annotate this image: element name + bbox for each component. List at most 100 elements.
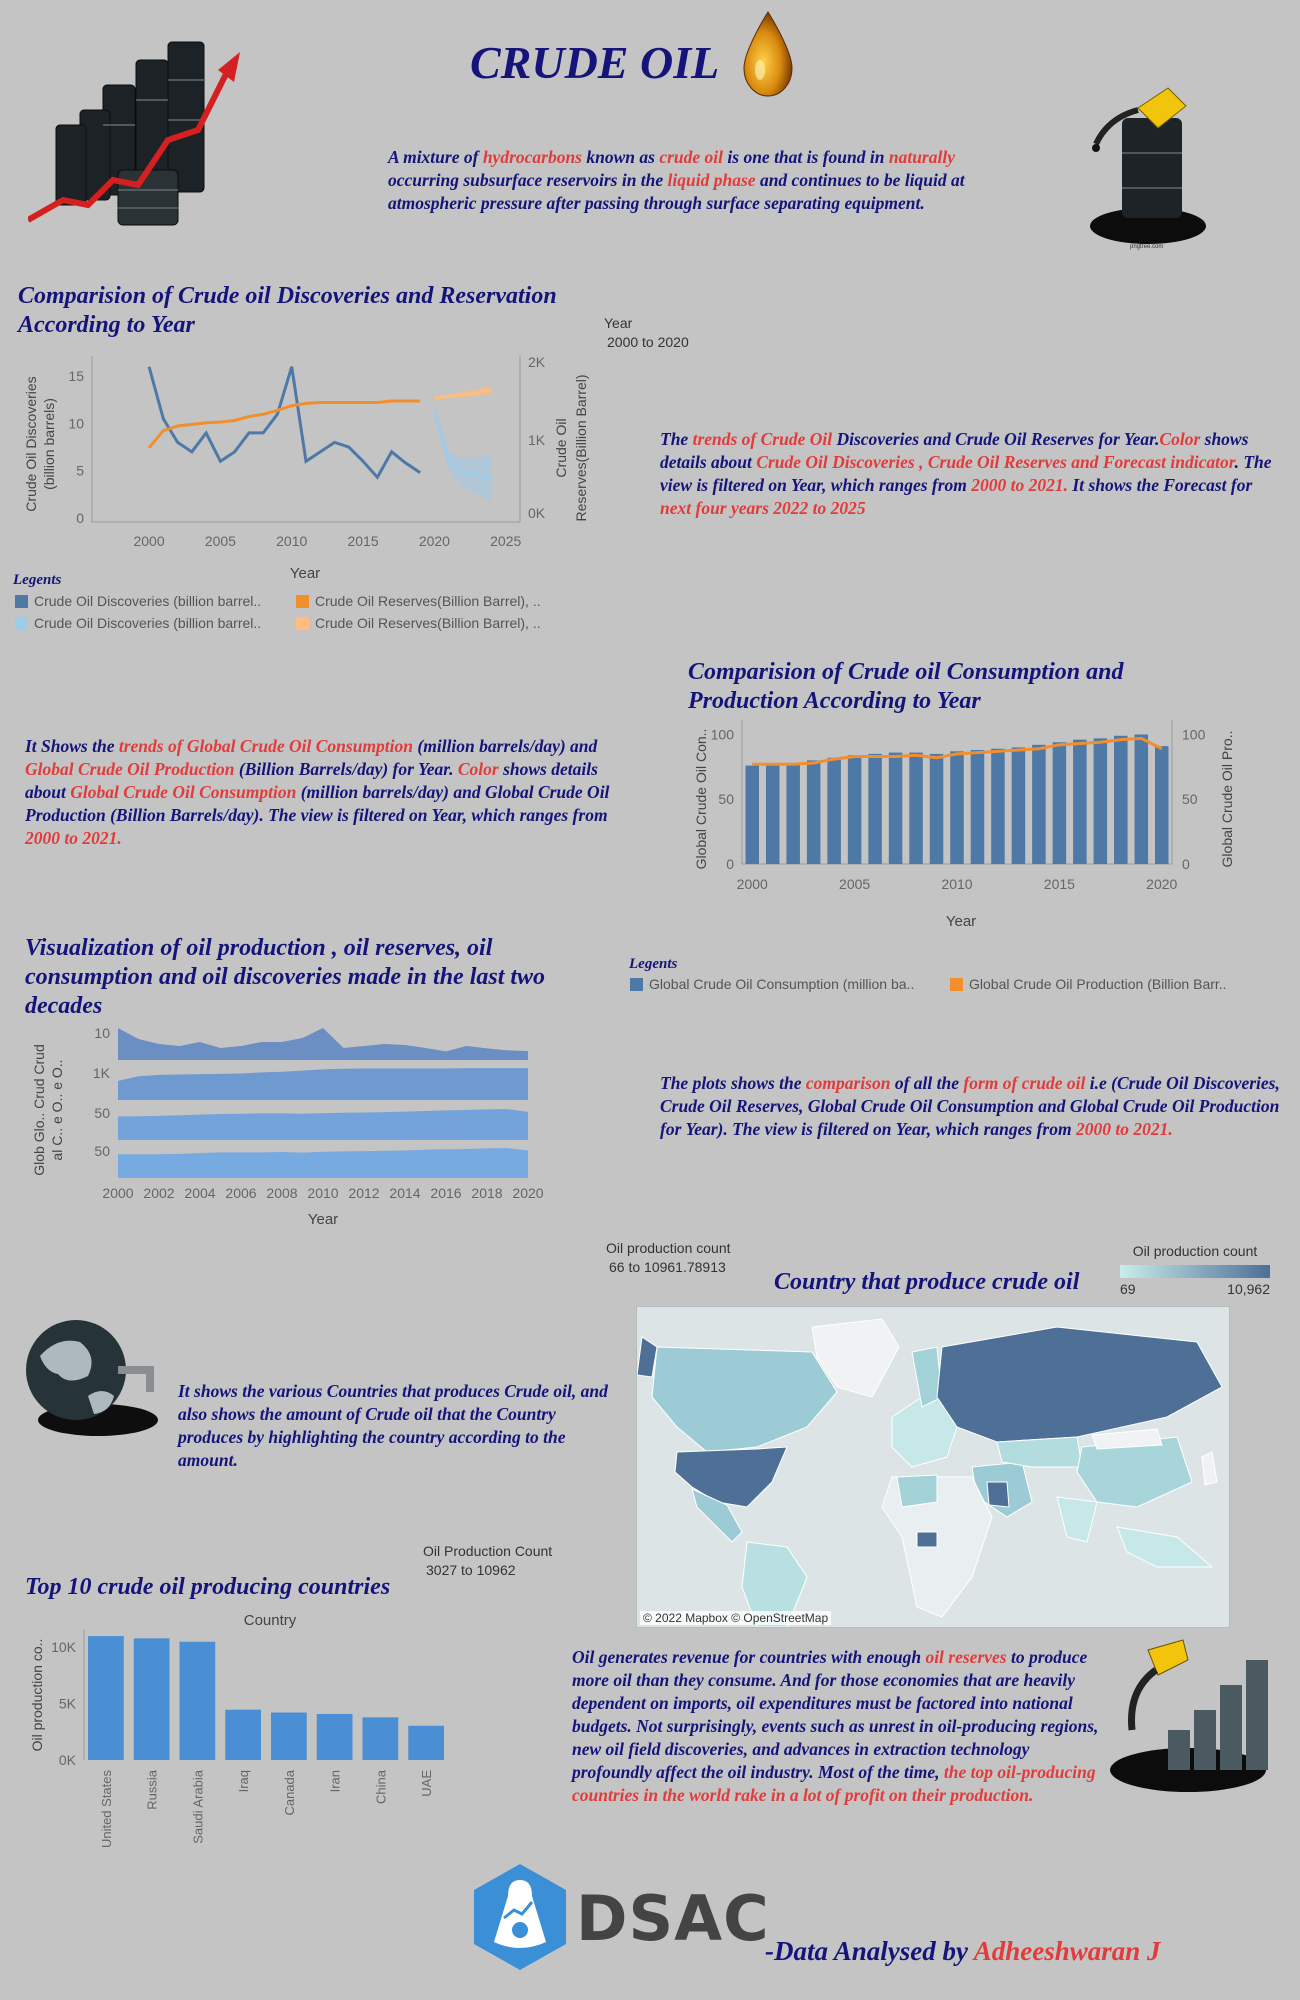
consumption-bar xyxy=(1155,746,1169,864)
consumption-production-chart: 0 0 50 50 100 100 2000 2005 2010 2015 2020 Year Glob… xyxy=(680,714,1240,939)
y-axis-title: Global Crude Oil Con.. xyxy=(693,729,709,870)
consumption-bar xyxy=(970,750,985,864)
oil-count-filter[interactable]: Oil production count 66 to 10961.78913 xyxy=(606,1239,731,1277)
consumption-bar xyxy=(1093,738,1108,864)
discoveries-description: The trends of Crude Oil Discoveries and … xyxy=(660,428,1285,520)
y-tick-label: 10K xyxy=(51,1639,77,1655)
discoveries-legend-item[interactable]: Crude Oil Reserves(Billion Barrel), .. xyxy=(296,593,541,609)
area-panel-1 xyxy=(118,1028,528,1060)
x-tick-label: 2014 xyxy=(389,1185,420,1201)
area-panel-4 xyxy=(118,1148,528,1178)
y-tick-label: 10 xyxy=(68,415,84,431)
y-axis-title: Oil production co.. xyxy=(29,1639,45,1752)
four-panel-description-segment: form of crude oil xyxy=(963,1073,1086,1093)
year-filter[interactable]: Year 2000 to 2020 xyxy=(604,314,689,352)
y2-axis-title: Crude Oil xyxy=(553,418,569,477)
consumption-bar xyxy=(1011,747,1026,864)
y2-tick-label: 0 xyxy=(1182,856,1190,872)
y2-tick-label: 50 xyxy=(1182,791,1198,807)
consumption-bar xyxy=(1032,744,1046,864)
discoveries-legend-title: Legents xyxy=(13,572,62,588)
consumption-description-segment: 2000 to 2021. xyxy=(25,828,122,848)
x-tick-label: 2018 xyxy=(471,1185,502,1201)
map-title: Country that produce crude oil xyxy=(774,1269,1080,1295)
consumption-description-segment: Global Crude Oil Production xyxy=(25,759,235,779)
country-bar xyxy=(362,1717,399,1760)
x-tick-label: 2015 xyxy=(1044,876,1075,892)
y-axis-title-2: (billion barrels) xyxy=(41,398,57,490)
four-panel-description-segment: The plots shows the xyxy=(660,1073,806,1093)
area-panel-3 xyxy=(118,1109,528,1140)
map-color-ramp xyxy=(1120,1265,1270,1278)
consumption-bar xyxy=(1134,734,1149,864)
four-panel-description: The plots shows the comparison of all th… xyxy=(660,1072,1285,1141)
consumption-chart-title: Comparision of Crude oil Consumption and… xyxy=(688,659,1124,714)
intro-segment: crude oil xyxy=(659,147,724,167)
y-tick-label: 0 xyxy=(76,510,84,526)
legend-swatch xyxy=(950,977,963,991)
legend-swatch xyxy=(296,594,309,608)
x-tick-label: 2015 xyxy=(347,533,378,549)
page-title: CRUDE OIL xyxy=(470,37,720,88)
consumption-bar xyxy=(950,751,964,864)
four-panel-area-chart: 10 1K 50 50 2000 2002 2004 2006 2008 2010 2012 2014… xyxy=(20,1010,560,1235)
consumption-description-segment: Global Crude Oil Consumption xyxy=(70,782,297,802)
oil-count-filter-label: Oil production count xyxy=(606,1240,731,1256)
consumption-description-segment: trends of Global Crude Oil Consumption xyxy=(118,736,414,756)
x-axis-title: Year xyxy=(946,913,976,930)
consumption-bar xyxy=(827,757,841,864)
y2-tick-label: 0K xyxy=(528,505,546,521)
consumption-description-segment: Color xyxy=(457,759,499,779)
legend-swatch xyxy=(630,977,643,991)
y-tick-label: 100 xyxy=(711,726,735,742)
discoveries-description-segment: It shows the Forecast for xyxy=(1068,475,1253,495)
country-bar xyxy=(316,1713,353,1760)
legend-label: Global Crude Oil Production (Billion Bar… xyxy=(969,976,1227,992)
panel-tick-label: 50 xyxy=(94,1105,110,1121)
barrels-chart-illustration xyxy=(26,30,258,230)
top10-description-segment: the top oil-producing countries in the w… xyxy=(572,1762,1096,1805)
discoveries-legend-item[interactable]: Crude Oil Reserves(Billion Barrel), .. xyxy=(296,615,541,631)
x-tick-label: 2010 xyxy=(307,1185,338,1201)
top10-filter[interactable]: Oil Production Count 3027 to 10962 xyxy=(423,1542,552,1580)
consumption-bar xyxy=(786,762,800,864)
consumption-bar xyxy=(1073,739,1087,864)
x-tick-label: 2004 xyxy=(184,1185,215,1201)
consumption-bar xyxy=(929,753,944,864)
year-filter-label: Year xyxy=(604,315,633,331)
consumption-legend-item[interactable]: Global Crude Oil Production (Billion Bar… xyxy=(950,976,1227,992)
map-color-min: 69 xyxy=(1120,1281,1136,1297)
consumption-legend-item[interactable]: Global Crude Oil Consumption (million ba… xyxy=(630,976,914,992)
consumption-description-segment: (Billion Barrels/day) for Year. xyxy=(234,759,458,779)
country-label: United States xyxy=(99,1770,114,1849)
discoveries-description-segment: trends of Crude Oil xyxy=(692,429,833,449)
discoveries-legend-item[interactable]: Crude Oil Discoveries (billion barrel.. xyxy=(15,593,261,609)
top10-description-segment: oil reserves xyxy=(925,1647,1007,1667)
globe-oil-icon xyxy=(18,1316,168,1440)
map-description: It shows the various Countries that prod… xyxy=(178,1381,608,1470)
y-tick-label: 50 xyxy=(718,791,734,807)
x-tick-label: 2012 xyxy=(348,1185,379,1201)
dsac-logo: DSAC xyxy=(470,1862,770,1972)
consumption-description: It Shows the trends of Global Crude Oil … xyxy=(25,735,635,850)
country-label: China xyxy=(373,1769,388,1804)
discoveries-description-segment: . The view is filtered on Year, which ra… xyxy=(660,452,1272,495)
oil-drop-icon xyxy=(738,10,798,100)
series-line-3 xyxy=(432,408,492,480)
discoveries-description-segment: 2000 to 2021. xyxy=(971,475,1069,495)
consumption-description-segment: It Shows the xyxy=(25,736,119,756)
series-line-4 xyxy=(434,388,492,400)
consumption-description-segment: shows details about xyxy=(25,759,598,802)
credit-prefix: -Data Analysed by xyxy=(765,1936,974,1966)
consumption-bar xyxy=(1052,742,1067,864)
intro-segment: and continues to be liquid at atmospheri… xyxy=(388,170,965,213)
x-tick-label: 2000 xyxy=(133,533,164,549)
discoveries-legend-item[interactable]: Crude Oil Discoveries (billion barrel.. xyxy=(15,615,261,631)
world-map[interactable]: © 2022 Mapbox © OpenStreetMap xyxy=(636,1306,1230,1628)
intro-segment: naturally xyxy=(888,147,955,167)
production-line xyxy=(752,736,1163,766)
x-tick-label: 2010 xyxy=(276,533,307,549)
legend-swatch xyxy=(296,616,309,630)
y-tick-label: 15 xyxy=(68,368,84,384)
top10-description-segment: to produce more oil than they consume. A… xyxy=(572,1647,1099,1782)
